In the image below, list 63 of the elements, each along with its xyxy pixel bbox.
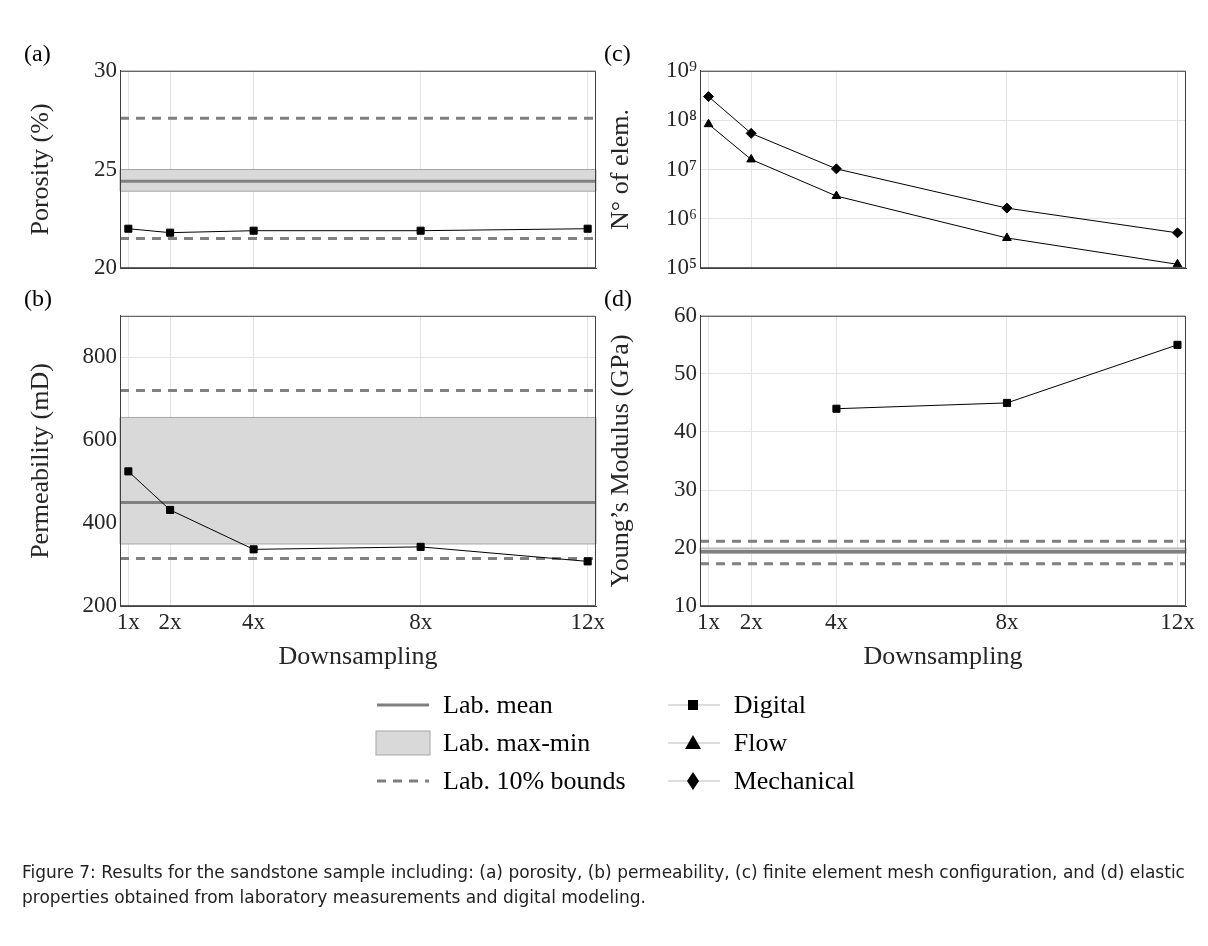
point <box>703 91 715 103</box>
y-tick-label: 10⁶ <box>665 204 697 230</box>
point <box>1173 340 1182 349</box>
point <box>745 127 757 139</box>
point <box>1001 202 1013 214</box>
legend-label: Flow <box>733 728 788 758</box>
y-tick-label: 800 <box>82 343 117 369</box>
x-tick-label: 4x <box>242 609 266 635</box>
y-tick-label: 10⁸ <box>665 106 697 132</box>
y-tick-label: 10⁵ <box>665 254 697 280</box>
point <box>166 505 175 514</box>
chart-title: (a) <box>24 39 51 66</box>
caption: Figure 7: Results for the sandstone sample including: (a) porosity, (b) permeability, (c) finite element mesh configuration, and (d) elastic properties obtained from laboratory measurements and digital modeling. <box>22 861 1186 909</box>
y-tick-label: 50 <box>674 359 697 385</box>
y-axis-title: N° of elem. <box>605 109 635 230</box>
x-tick-label: 12x <box>1160 609 1196 635</box>
y-tick-label: 40 <box>674 418 697 444</box>
point <box>831 190 842 200</box>
y-axis-title: Young’s Modulus (GPa) <box>605 334 635 588</box>
x-tick-label: 2x <box>158 609 183 635</box>
point <box>1171 227 1183 239</box>
x-tick-label: 8x <box>409 609 433 635</box>
point <box>1002 232 1012 241</box>
point <box>124 467 133 476</box>
y-axis-title: Permeability (mD) <box>25 363 55 559</box>
y-tick-label: 25 <box>94 155 117 181</box>
x-tick-label: 1x <box>697 609 721 635</box>
y-tick-label: 20 <box>94 254 117 280</box>
x-tick-label: 8x <box>995 609 1019 635</box>
legend-label: Lab. mean <box>443 690 553 720</box>
point <box>1002 398 1011 407</box>
point <box>1172 258 1183 268</box>
legend-label: Digital <box>733 690 806 720</box>
point <box>249 545 258 554</box>
y-tick-label: 400 <box>82 509 117 535</box>
y-tick-label: 30 <box>674 476 697 502</box>
x-tick-label: 1x <box>116 609 141 635</box>
y-tick-label: 600 <box>82 426 117 452</box>
x-tick-label: 2x <box>739 609 764 635</box>
x-tick-label: 12x <box>570 609 606 635</box>
point <box>703 118 714 128</box>
point <box>583 557 592 566</box>
point <box>830 163 842 175</box>
y-tick-label: 10 <box>674 592 697 618</box>
legend-label: Lab. max-min <box>443 728 591 758</box>
y-tick-label: 30 <box>94 56 117 82</box>
y-tick-label: 200 <box>82 592 117 618</box>
point <box>416 542 425 551</box>
y-tick-label: 20 <box>674 534 697 560</box>
x-axis-title: Downsampling <box>278 641 438 671</box>
legend-label: Mechanical <box>733 766 855 796</box>
legend-label: Lab. 10% bounds <box>443 766 626 796</box>
chart-title: (c) <box>604 39 631 66</box>
chart-title: (d) <box>604 284 632 311</box>
point <box>746 153 756 163</box>
y-axis-title: Porosity (%) <box>25 103 55 236</box>
point <box>832 404 841 413</box>
y-tick-label: 10⁷ <box>665 155 697 181</box>
chart-title: (b) <box>24 284 52 311</box>
y-tick-label: 60 <box>674 301 697 327</box>
x-tick-label: 4x <box>824 609 849 635</box>
y-tick-label: 10⁹ <box>665 56 697 82</box>
x-axis-title: Downsampling <box>863 641 1023 671</box>
